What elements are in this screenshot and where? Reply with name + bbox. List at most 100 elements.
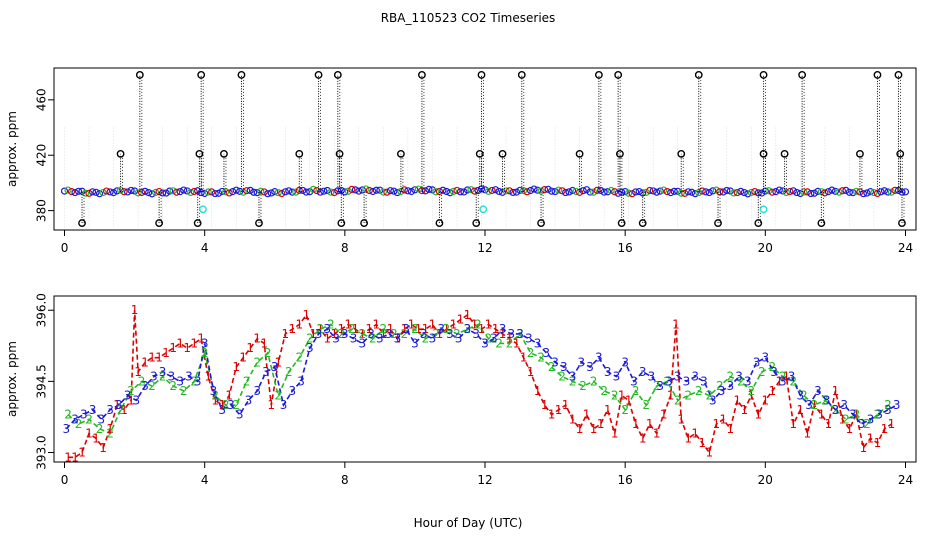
baseline-point bbox=[810, 189, 818, 197]
series-3-point: 3 bbox=[262, 365, 270, 379]
baseline-point bbox=[877, 188, 885, 196]
series-1-point: 1 bbox=[712, 417, 720, 431]
baseline-point bbox=[716, 188, 724, 196]
baseline-point bbox=[260, 188, 268, 196]
baseline-point bbox=[782, 188, 790, 197]
series-3-point: 3 bbox=[306, 341, 314, 355]
series-3-point: 3 bbox=[429, 332, 437, 346]
baseline-point bbox=[744, 190, 752, 198]
baseline-point bbox=[600, 188, 608, 196]
series-3-point: 3 bbox=[315, 327, 323, 341]
series-1-point: 1 bbox=[590, 422, 598, 436]
baseline-point bbox=[152, 188, 160, 197]
series-3-point: 3 bbox=[797, 389, 805, 403]
baseline-point bbox=[369, 187, 377, 196]
baseline-point bbox=[852, 187, 861, 195]
baseline-point bbox=[130, 187, 139, 195]
series-3-point: 3 bbox=[875, 408, 883, 422]
baseline-point bbox=[351, 186, 359, 194]
series-1-point: 1 bbox=[394, 332, 402, 346]
baseline-point bbox=[863, 189, 871, 197]
series-1-point: 1 bbox=[450, 317, 458, 331]
baseline-point bbox=[78, 187, 86, 195]
series-1-point: 1 bbox=[527, 365, 535, 379]
baseline-point bbox=[691, 190, 699, 198]
series-3-point: 3 bbox=[385, 327, 393, 341]
baseline-point bbox=[453, 186, 461, 195]
series-3-point: 3 bbox=[481, 336, 489, 350]
panel1-xtick-label: 8 bbox=[341, 241, 349, 255]
baseline-point bbox=[376, 186, 384, 194]
baseline-point bbox=[800, 188, 808, 196]
series-2-point: 2 bbox=[390, 327, 398, 341]
series-1-point: 1 bbox=[667, 389, 675, 403]
baseline-point bbox=[870, 188, 878, 197]
series-1-point: 1 bbox=[576, 422, 584, 436]
baseline-point bbox=[344, 187, 352, 195]
series-1-point: 1 bbox=[825, 417, 833, 431]
baseline-point bbox=[187, 188, 195, 197]
series-1-point: 1 bbox=[684, 431, 692, 445]
baseline-point bbox=[106, 188, 114, 196]
baseline-point bbox=[208, 188, 216, 196]
series-2-point: 2 bbox=[537, 351, 545, 365]
series-1-point: 1 bbox=[345, 317, 353, 331]
baseline-point bbox=[646, 186, 654, 195]
baseline-point bbox=[709, 187, 717, 195]
spike-mid-point bbox=[575, 149, 584, 158]
series-2-point: 2 bbox=[863, 417, 871, 431]
series-1-point: 1 bbox=[78, 446, 86, 460]
spike-high-point bbox=[894, 71, 903, 79]
spike-low-point bbox=[898, 219, 906, 227]
baseline-point bbox=[695, 188, 703, 197]
series-1-point: 1 bbox=[366, 322, 374, 336]
series-1-point: 1 bbox=[253, 332, 261, 346]
series-2-point: 2 bbox=[642, 398, 650, 412]
series-2-point: 2 bbox=[190, 374, 198, 388]
baseline-point bbox=[814, 187, 822, 195]
baseline-point bbox=[271, 188, 279, 196]
series-1-point: 1 bbox=[762, 393, 770, 407]
baseline-point bbox=[481, 186, 489, 194]
series-3-point: 3 bbox=[858, 417, 866, 431]
baseline-point bbox=[211, 189, 219, 198]
series-1-point: 1 bbox=[520, 351, 528, 365]
baseline-point bbox=[474, 186, 482, 195]
spike-low-point bbox=[360, 219, 369, 227]
series-1-point: 1 bbox=[698, 436, 706, 450]
series-3-point: 3 bbox=[159, 365, 167, 379]
baseline-point bbox=[109, 189, 118, 197]
series-2-point: 2 bbox=[853, 408, 861, 422]
baseline-point bbox=[239, 188, 247, 196]
baseline-point bbox=[411, 186, 419, 194]
series-1-point: 1 bbox=[853, 408, 861, 422]
spike-mid-point bbox=[856, 149, 864, 158]
spike-mid-point bbox=[195, 149, 204, 158]
series-2-point: 2 bbox=[874, 408, 882, 422]
series-1-point: 1 bbox=[625, 393, 633, 407]
series-2-point: 2 bbox=[64, 408, 72, 422]
series-2-point: 2 bbox=[779, 370, 787, 384]
baseline-point bbox=[614, 189, 622, 197]
panel2-ytick-label: 396.0 bbox=[35, 293, 49, 327]
series-1-point: 1 bbox=[85, 427, 93, 441]
baseline-point bbox=[607, 186, 615, 195]
series-3-point: 3 bbox=[227, 398, 235, 412]
spike-mid-point bbox=[220, 149, 228, 158]
baseline-point bbox=[225, 189, 233, 197]
baseline-point bbox=[887, 188, 896, 196]
spike-mid-point bbox=[498, 149, 507, 158]
series-2-point: 2 bbox=[653, 379, 661, 393]
spike-mid-point bbox=[677, 149, 686, 158]
series-3-point: 3 bbox=[867, 412, 875, 426]
series-1-point: 1 bbox=[499, 327, 507, 341]
baseline-point bbox=[299, 186, 307, 195]
baseline-point bbox=[274, 189, 282, 197]
series-1-point: 1 bbox=[534, 384, 542, 398]
baseline-point bbox=[660, 186, 668, 194]
baseline-point bbox=[789, 187, 797, 195]
spike-high-point bbox=[614, 71, 623, 79]
series-2-point: 2 bbox=[243, 374, 251, 388]
baseline-point bbox=[779, 187, 787, 195]
baseline-point bbox=[92, 188, 100, 196]
